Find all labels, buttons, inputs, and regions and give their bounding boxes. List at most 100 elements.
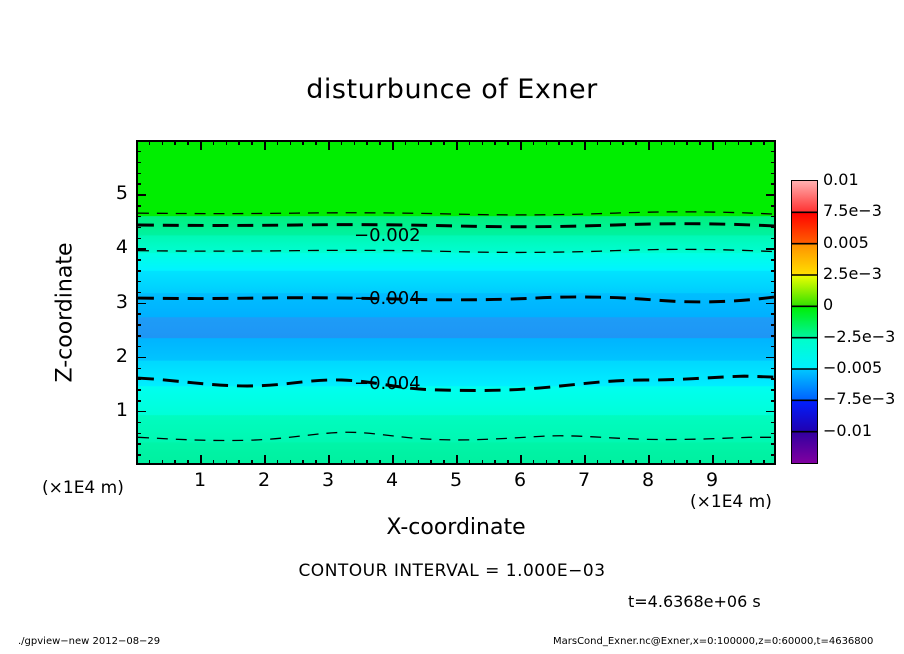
contour-label: −0.004	[350, 373, 425, 394]
x-tick	[379, 460, 381, 465]
contour-line-5	[138, 374, 774, 392]
y-tick	[136, 313, 141, 315]
x-tick	[750, 460, 752, 465]
x-tick	[558, 460, 560, 465]
x-tick-top	[737, 140, 740, 145]
y-tick	[136, 389, 141, 391]
y-tick-right	[771, 280, 776, 283]
x-tick-top	[558, 140, 560, 145]
y-tick-right	[771, 270, 776, 272]
x-tick	[596, 460, 599, 465]
contour-lines	[138, 211, 774, 442]
x-tick	[648, 455, 650, 465]
x-tick-top	[366, 140, 368, 145]
x-tick-top	[328, 140, 330, 150]
colorbar-tick-label: −0.01	[823, 420, 873, 440]
x-tick-top	[532, 140, 535, 145]
y-tick	[136, 432, 141, 435]
colorbar-tick-label: 2.5e−3	[823, 264, 882, 283]
colorbar-band	[792, 337, 817, 369]
contour-label: −0.004	[350, 288, 425, 309]
y-tick-right	[771, 443, 776, 445]
x-tick	[148, 460, 151, 465]
colorbar-tick-label: 7.5e−3	[823, 201, 882, 221]
x-tick	[468, 460, 471, 465]
y-tick	[136, 226, 141, 229]
y-tick-label: 4	[115, 236, 128, 259]
x-tick	[238, 460, 240, 465]
x-unit-left: (×1E4 m)	[42, 478, 124, 498]
x-tick	[712, 455, 714, 465]
y-tick	[136, 270, 141, 272]
y-tick-right	[766, 302, 776, 305]
y-tick-right	[771, 378, 776, 380]
x-tick	[686, 460, 688, 465]
contour-label: −0.002	[350, 225, 425, 246]
contour-plot-area[interactable]	[136, 140, 776, 465]
x-tick-label: 7	[577, 469, 591, 491]
x-tick	[302, 460, 304, 465]
x-tick-top	[686, 140, 688, 145]
y-tick	[136, 335, 141, 337]
y-axis-title: Z-coordinate	[52, 242, 78, 383]
x-tick-top	[750, 140, 752, 145]
y-tick-right	[771, 205, 776, 207]
y-tick-label: 3	[115, 290, 128, 313]
x-tick-top	[174, 140, 176, 145]
y-tick	[136, 259, 141, 261]
colorbar-tick-label: 0.01	[823, 170, 859, 189]
time-annotation: t=4.6368e+06 s	[628, 592, 761, 611]
x-tick-top	[481, 140, 484, 145]
colorbar-tick-label: 0	[823, 295, 834, 315]
x-unit-right: (×1E4 m)	[690, 492, 772, 512]
y-tick	[136, 161, 141, 164]
x-tick-top	[660, 140, 663, 145]
y-tick	[136, 237, 141, 240]
contour-field-svg	[138, 142, 774, 463]
colorbar[interactable]	[791, 180, 818, 464]
y-tick	[136, 454, 141, 456]
footer-dataset: MarsCond_Exner.nc@Exner,x=0:100000,z=0:6…	[553, 636, 874, 647]
x-tick-top	[468, 140, 471, 145]
y-tick	[136, 367, 141, 370]
y-tick-right	[771, 161, 776, 164]
y-tick	[136, 410, 146, 413]
footer-command: ./gpview−new 2012−08−29	[18, 636, 161, 647]
colorbar-band	[792, 431, 817, 463]
x-tick-top	[225, 140, 228, 145]
x-tick	[225, 460, 228, 465]
colorbar-tick-label: 0.005	[823, 232, 869, 252]
y-tick-right	[771, 367, 776, 370]
y-tick-right	[771, 324, 776, 326]
y-tick-right	[771, 335, 776, 337]
y-tick-right	[771, 421, 776, 424]
x-tick-top	[148, 140, 151, 145]
x-tick-top	[200, 140, 202, 150]
x-tick-top	[302, 140, 304, 145]
colorbar-band	[792, 400, 817, 432]
colorbar-svg	[792, 181, 817, 463]
y-tick	[136, 248, 146, 250]
x-tick-top	[712, 140, 714, 150]
x-tick	[161, 460, 164, 465]
y-tick-right	[771, 226, 776, 229]
x-tick-top	[264, 140, 266, 150]
colorbar-band	[792, 369, 817, 401]
x-tick-top	[161, 140, 164, 145]
x-tick-top	[430, 140, 432, 145]
x-tick	[660, 460, 663, 465]
x-tick	[456, 455, 458, 465]
x-tick	[276, 460, 279, 465]
x-tick	[635, 460, 637, 465]
x-tick-top	[494, 140, 496, 145]
y-tick-right	[771, 215, 776, 218]
x-tick-top	[238, 140, 240, 145]
x-tick	[584, 455, 586, 465]
x-tick-top	[507, 140, 509, 145]
x-tick	[200, 455, 202, 465]
x-tick-top	[353, 140, 356, 145]
y-tick-right	[771, 389, 776, 391]
contour-interval-note: CONTOUR INTERVAL = 1.000E−03	[298, 561, 606, 581]
x-tick	[315, 460, 317, 465]
x-tick	[353, 460, 356, 465]
